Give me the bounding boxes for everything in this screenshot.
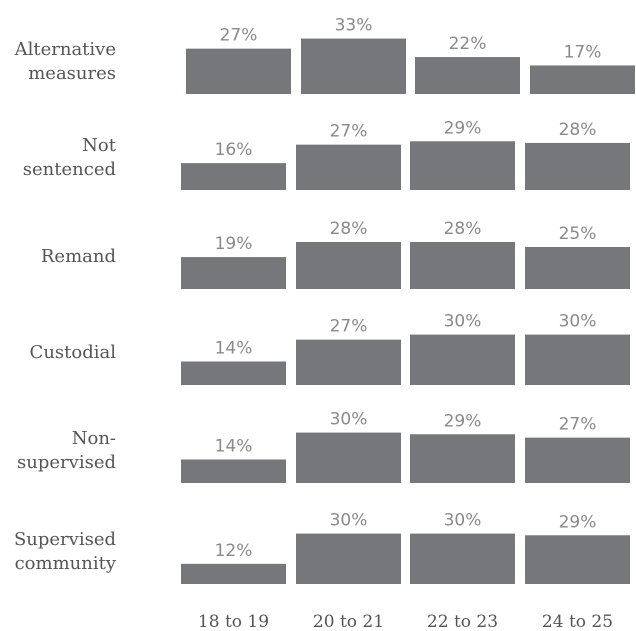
data-label: 29% <box>559 512 597 532</box>
chart-row: Remand 19% 28% 28% 25% <box>41 219 630 289</box>
data-label: 30% <box>444 312 482 332</box>
data-label: 30% <box>330 410 368 430</box>
bar <box>186 48 291 94</box>
data-label: 30% <box>444 511 482 531</box>
data-label: 12% <box>215 541 253 561</box>
bar <box>410 334 515 385</box>
chart-row: Supervised community 12% 30% 30% 29% <box>14 511 630 584</box>
data-label: 30% <box>330 511 368 531</box>
data-label: 19% <box>215 234 253 254</box>
bar <box>525 437 630 483</box>
data-label: 29% <box>444 118 482 138</box>
row-label-line: Custodial <box>30 342 117 363</box>
row-label: Remand <box>41 246 116 267</box>
row-label: Non-supervised <box>17 428 116 473</box>
data-label: 14% <box>215 436 253 456</box>
bar <box>296 339 401 385</box>
row-label-line: Non- <box>72 428 116 449</box>
data-label: 27% <box>220 26 258 46</box>
bar <box>296 144 401 190</box>
data-label: 28% <box>559 120 597 140</box>
bar <box>410 241 515 289</box>
data-label: 30% <box>559 312 597 332</box>
bar <box>410 141 515 190</box>
data-label: 16% <box>215 140 253 160</box>
bar <box>181 563 286 584</box>
data-label: 27% <box>330 317 368 337</box>
data-label: 27% <box>330 122 368 142</box>
row-label: Supervised community <box>14 529 117 574</box>
row-label-line: measures <box>28 63 116 84</box>
bar <box>296 533 401 584</box>
bar <box>410 434 515 483</box>
bar <box>301 38 406 94</box>
row-label: Not sentenced <box>23 135 117 180</box>
data-label: 29% <box>444 411 482 431</box>
chart-row: Non-supervised 14% 30% 29% 27% <box>17 410 630 483</box>
data-label: 33% <box>335 16 373 36</box>
bar <box>415 57 520 94</box>
bar <box>181 257 286 289</box>
x-tick-label: 22 to 23 <box>427 612 498 631</box>
bar <box>525 535 630 584</box>
bar <box>525 142 630 190</box>
row-label: Custodial <box>30 342 117 363</box>
bar <box>181 361 286 385</box>
data-label: 27% <box>559 415 597 435</box>
bar <box>525 247 630 289</box>
data-label: 25% <box>559 224 597 244</box>
row-label-line: Supervised <box>14 529 116 550</box>
chart-row: Not sentenced 16% 27% 29% 28% <box>23 118 630 190</box>
x-tick-label: 20 to 21 <box>313 612 384 631</box>
data-label: 28% <box>330 219 368 239</box>
x-axis-ticks: 18 to 19 20 to 21 22 to 23 24 to 25 <box>198 612 613 631</box>
bar <box>530 65 635 94</box>
bar <box>181 459 286 483</box>
row-label-line: Not <box>82 135 117 156</box>
chart-rows: Alternative measures 27% 33% 22% 17% Not senten… <box>14 16 635 584</box>
x-tick-label: 24 to 25 <box>542 612 613 631</box>
row-label-line: Alternative <box>14 39 116 60</box>
row-label-line: community <box>15 553 117 574</box>
data-label: 22% <box>449 34 487 54</box>
data-label: 14% <box>215 338 253 358</box>
chart-row: Alternative measures 27% 33% 22% 17% <box>14 16 635 94</box>
bar <box>181 163 286 190</box>
bar <box>296 241 401 289</box>
bar <box>296 432 401 483</box>
data-label: 17% <box>564 42 602 62</box>
data-label: 28% <box>444 219 482 239</box>
row-label-line: sentenced <box>23 159 116 180</box>
row-label-line: supervised <box>17 452 116 473</box>
row-label-line: Remand <box>41 246 116 267</box>
bar <box>410 533 515 584</box>
row-label: Alternative measures <box>14 39 116 84</box>
bar <box>525 334 630 385</box>
x-tick-label: 18 to 19 <box>198 612 269 631</box>
chart-row: Custodial 14% 27% 30% 30% <box>30 312 630 385</box>
